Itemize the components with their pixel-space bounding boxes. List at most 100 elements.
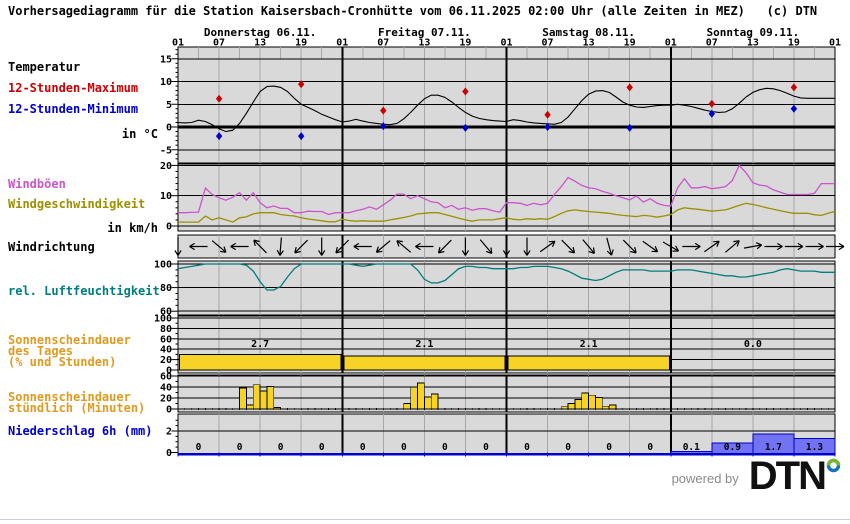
- svg-text:0.9: 0.9: [724, 442, 741, 453]
- daily-sunshine-values: 2.7 2.1 2.1 0.0: [251, 339, 762, 350]
- svg-text:0: 0: [166, 366, 172, 377]
- svg-text:20: 20: [160, 394, 172, 405]
- powered-by-text: powered by: [671, 470, 739, 486]
- svg-text:60: 60: [160, 372, 172, 383]
- value-gridlines: [178, 58, 835, 432]
- hourly-sunshine-bars: [177, 382, 836, 411]
- svg-text:60: 60: [160, 307, 172, 318]
- svg-text:0: 0: [237, 442, 243, 453]
- svg-text:0: 0: [565, 442, 571, 453]
- svg-text:0: 0: [442, 442, 448, 453]
- svg-text:01: 01: [172, 38, 184, 49]
- min-temperature-points: [215, 104, 798, 141]
- svg-text:15: 15: [160, 54, 172, 65]
- max-12h-label: 12-Stunden-Maximum: [8, 81, 139, 95]
- svg-text:19: 19: [459, 38, 471, 49]
- dtn-ring-icon: [826, 458, 841, 473]
- sunshine-hourly-label-1: Sonnenscheindauer: [8, 390, 131, 404]
- humidity-curve: [177, 263, 835, 291]
- precipitation-bars: [177, 433, 836, 457]
- svg-text:10: 10: [160, 77, 172, 88]
- wind-speed-label: Windgeschwindigkeit: [8, 197, 146, 211]
- svg-text:0: 0: [401, 442, 407, 453]
- wind-gusts-label: Windböen: [8, 177, 66, 191]
- svg-text:0: 0: [166, 222, 172, 233]
- svg-text:Donnerstag 06.11.: Donnerstag 06.11.: [204, 26, 317, 39]
- svg-text:0: 0: [483, 442, 489, 453]
- humidity-label: rel. Luftfeuchtigkeit: [8, 284, 160, 298]
- wind-gusts-curve: [178, 164, 835, 216]
- svg-text:10: 10: [160, 191, 172, 202]
- svg-text:0: 0: [606, 442, 612, 453]
- svg-text:2.7: 2.7: [251, 339, 269, 350]
- wind-direction-label: Windrichtung: [8, 240, 95, 254]
- svg-text:13: 13: [254, 38, 266, 49]
- svg-text:0: 0: [278, 442, 284, 453]
- svg-text:13: 13: [583, 38, 595, 49]
- svg-text:80: 80: [160, 283, 172, 294]
- wind-direction-arrows: [174, 237, 845, 256]
- svg-text:1.7: 1.7: [765, 442, 782, 453]
- svg-text:20: 20: [160, 355, 172, 366]
- svg-text:2.1: 2.1: [580, 339, 598, 350]
- svg-text:80: 80: [160, 324, 172, 335]
- svg-text:1.3: 1.3: [806, 442, 823, 453]
- svg-text:Freitag 07.11.: Freitag 07.11.: [378, 26, 471, 39]
- svg-text:0.0: 0.0: [744, 339, 762, 350]
- svg-text:5: 5: [166, 100, 172, 111]
- temperature-label: Temperatur: [8, 60, 81, 74]
- svg-text:07: 07: [213, 38, 225, 49]
- svg-text:01: 01: [665, 38, 677, 49]
- svg-text:100: 100: [154, 314, 172, 325]
- svg-text:0: 0: [647, 442, 653, 453]
- min-12h-label: 12-Stunden-Minimum: [8, 102, 139, 116]
- wind-unit-label: in km/h: [107, 221, 158, 235]
- svg-text:100: 100: [154, 260, 172, 271]
- svg-text:19: 19: [624, 38, 636, 49]
- svg-text:13: 13: [747, 38, 759, 49]
- svg-text:20: 20: [160, 161, 172, 172]
- svg-text:0: 0: [166, 123, 172, 134]
- svg-text:01: 01: [500, 38, 512, 49]
- max-temperature-points: [215, 80, 798, 119]
- svg-text:0: 0: [166, 448, 172, 459]
- day-labels: Donnerstag 06.11. Freitag 07.11. Samstag 0…: [204, 26, 799, 39]
- svg-text:19: 19: [788, 38, 800, 49]
- svg-text:07: 07: [377, 38, 389, 49]
- sunshine-hourly-label-2: stündlich (Minuten): [8, 401, 146, 415]
- y-axis-labels: 151050-520100100806010080604020060402002…: [154, 49, 178, 459]
- dtn-logo-text: DTN: [748, 454, 827, 498]
- svg-text:0: 0: [360, 442, 366, 453]
- svg-text:07: 07: [542, 38, 554, 49]
- svg-text:Sonntag 09.11.: Sonntag 09.11.: [707, 26, 800, 39]
- svg-text:01: 01: [336, 38, 348, 49]
- svg-text:40: 40: [160, 345, 172, 356]
- svg-text:0.1: 0.1: [683, 442, 700, 453]
- sunshine-daily-label-1: Sonnenscheindauer: [8, 333, 131, 347]
- hour-labels: 01 07 13 19 01 07 13 19 01 07 13 19 01 07 13 19 01: [172, 38, 841, 49]
- precipitation-values: 0 0 0 0 0 0 0 0 0 0 0 0 0.1 0.9 1.7 1.3: [196, 442, 824, 453]
- temperature-curve: [177, 85, 835, 133]
- svg-text:0: 0: [319, 442, 325, 453]
- temperature-unit-label: in °C: [121, 127, 158, 141]
- dtn-logo: DTN: [749, 456, 841, 496]
- precipitation-label: Niederschlag 6h (mm): [8, 424, 153, 438]
- svg-text:-5: -5: [160, 145, 172, 156]
- svg-text:0: 0: [524, 442, 530, 453]
- sunshine-daily-label-2: des Tages: [8, 344, 74, 358]
- sunshine-daily-label-3: (% und Stunden): [8, 355, 117, 369]
- svg-text:07: 07: [706, 38, 718, 49]
- svg-text:19: 19: [295, 38, 307, 49]
- svg-text:2.1: 2.1: [415, 339, 433, 350]
- svg-text:60: 60: [160, 334, 172, 345]
- svg-text:Samstag 08.11.: Samstag 08.11.: [542, 26, 635, 39]
- svg-text:01: 01: [829, 38, 841, 49]
- bottom-divider: [0, 519, 850, 520]
- svg-text:0: 0: [166, 405, 172, 416]
- footer: powered by DTN: [671, 456, 841, 496]
- page-title: Vorhersagediagramm für die Station Kaise…: [8, 4, 818, 18]
- wind-speed-curve: [178, 202, 836, 223]
- svg-text:2: 2: [166, 427, 172, 438]
